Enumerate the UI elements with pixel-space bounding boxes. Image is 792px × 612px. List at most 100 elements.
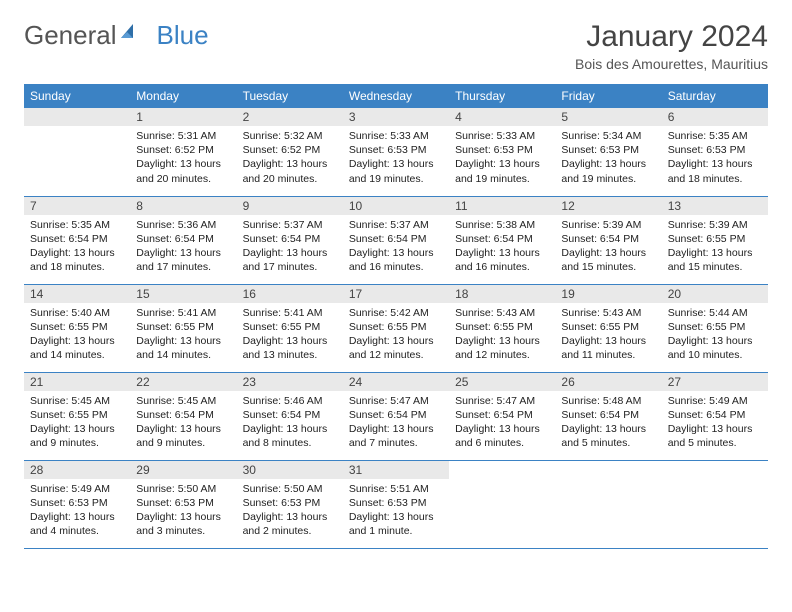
- sunrise-line: Sunrise: 5:40 AM: [30, 306, 124, 320]
- calendar-week-row: 28Sunrise: 5:49 AMSunset: 6:53 PMDayligh…: [24, 460, 768, 548]
- calendar-day-cell: 31Sunrise: 5:51 AMSunset: 6:53 PMDayligh…: [343, 460, 449, 548]
- logo: General Blue: [24, 20, 209, 51]
- sunset-line: Sunset: 6:53 PM: [455, 143, 549, 157]
- sunset-line: Sunset: 6:54 PM: [349, 408, 443, 422]
- daylight-line: Daylight: 13 hours and 15 minutes.: [668, 246, 762, 274]
- sunrise-line: Sunrise: 5:44 AM: [668, 306, 762, 320]
- sunrise-line: Sunrise: 5:35 AM: [30, 218, 124, 232]
- daylight-line: Daylight: 13 hours and 19 minutes.: [455, 157, 549, 185]
- sunset-line: Sunset: 6:55 PM: [30, 408, 124, 422]
- day-content: Sunrise: 5:35 AMSunset: 6:53 PMDaylight:…: [662, 126, 768, 192]
- daylight-line: Daylight: 13 hours and 13 minutes.: [243, 334, 337, 362]
- sunrise-line: Sunrise: 5:49 AM: [668, 394, 762, 408]
- month-title: January 2024: [575, 20, 768, 54]
- calendar-day-cell: 20Sunrise: 5:44 AMSunset: 6:55 PMDayligh…: [662, 284, 768, 372]
- daylight-line: Daylight: 13 hours and 20 minutes.: [243, 157, 337, 185]
- day-number: 7: [24, 197, 130, 215]
- sunset-line: Sunset: 6:55 PM: [136, 320, 230, 334]
- day-content: Sunrise: 5:35 AMSunset: 6:54 PMDaylight:…: [24, 215, 130, 281]
- header: General Blue January 2024 Bois des Amour…: [24, 20, 768, 72]
- sunset-line: Sunset: 6:54 PM: [136, 232, 230, 246]
- day-content: Sunrise: 5:47 AMSunset: 6:54 PMDaylight:…: [449, 391, 555, 457]
- daylight-line: Daylight: 13 hours and 11 minutes.: [561, 334, 655, 362]
- calendar-week-row: 7Sunrise: 5:35 AMSunset: 6:54 PMDaylight…: [24, 196, 768, 284]
- calendar-day-cell: [662, 460, 768, 548]
- day-number: 25: [449, 373, 555, 391]
- sunset-line: Sunset: 6:54 PM: [136, 408, 230, 422]
- day-number: 20: [662, 285, 768, 303]
- day-number: 23: [237, 373, 343, 391]
- location: Bois des Amourettes, Mauritius: [575, 56, 768, 72]
- sunset-line: Sunset: 6:54 PM: [349, 232, 443, 246]
- day-number: 29: [130, 461, 236, 479]
- sunset-line: Sunset: 6:54 PM: [243, 232, 337, 246]
- calendar-week-row: 21Sunrise: 5:45 AMSunset: 6:55 PMDayligh…: [24, 372, 768, 460]
- day-number: 13: [662, 197, 768, 215]
- daylight-line: Daylight: 13 hours and 17 minutes.: [136, 246, 230, 274]
- day-number: 15: [130, 285, 236, 303]
- day-number: 26: [555, 373, 661, 391]
- day-number: 24: [343, 373, 449, 391]
- sunrise-line: Sunrise: 5:41 AM: [136, 306, 230, 320]
- calendar-day-cell: 13Sunrise: 5:39 AMSunset: 6:55 PMDayligh…: [662, 196, 768, 284]
- daylight-line: Daylight: 13 hours and 14 minutes.: [30, 334, 124, 362]
- daylight-line: Daylight: 13 hours and 17 minutes.: [243, 246, 337, 274]
- daylight-line: Daylight: 13 hours and 2 minutes.: [243, 510, 337, 538]
- day-number: 4: [449, 108, 555, 126]
- sunset-line: Sunset: 6:54 PM: [561, 232, 655, 246]
- day-number: 17: [343, 285, 449, 303]
- day-number: 9: [237, 197, 343, 215]
- sunset-line: Sunset: 6:53 PM: [30, 496, 124, 510]
- day-content: Sunrise: 5:39 AMSunset: 6:55 PMDaylight:…: [662, 215, 768, 281]
- sunset-line: Sunset: 6:54 PM: [668, 408, 762, 422]
- day-number: 6: [662, 108, 768, 126]
- day-number: 3: [343, 108, 449, 126]
- day-number: 14: [24, 285, 130, 303]
- sunrise-line: Sunrise: 5:46 AM: [243, 394, 337, 408]
- day-number: 12: [555, 197, 661, 215]
- weekday-header-row: SundayMondayTuesdayWednesdayThursdayFrid…: [24, 84, 768, 108]
- sunrise-line: Sunrise: 5:33 AM: [455, 129, 549, 143]
- calendar-day-cell: 11Sunrise: 5:38 AMSunset: 6:54 PMDayligh…: [449, 196, 555, 284]
- sunrise-line: Sunrise: 5:50 AM: [243, 482, 337, 496]
- daylight-line: Daylight: 13 hours and 5 minutes.: [668, 422, 762, 450]
- sunrise-line: Sunrise: 5:35 AM: [668, 129, 762, 143]
- day-content: Sunrise: 5:49 AMSunset: 6:54 PMDaylight:…: [662, 391, 768, 457]
- sunset-line: Sunset: 6:53 PM: [349, 143, 443, 157]
- sunrise-line: Sunrise: 5:51 AM: [349, 482, 443, 496]
- calendar-day-cell: 18Sunrise: 5:43 AMSunset: 6:55 PMDayligh…: [449, 284, 555, 372]
- sunset-line: Sunset: 6:52 PM: [243, 143, 337, 157]
- daylight-line: Daylight: 13 hours and 18 minutes.: [668, 157, 762, 185]
- day-number: 5: [555, 108, 661, 126]
- calendar-day-cell: 21Sunrise: 5:45 AMSunset: 6:55 PMDayligh…: [24, 372, 130, 460]
- day-number: 21: [24, 373, 130, 391]
- daylight-line: Daylight: 13 hours and 4 minutes.: [30, 510, 124, 538]
- daylight-line: Daylight: 13 hours and 5 minutes.: [561, 422, 655, 450]
- day-content: Sunrise: 5:33 AMSunset: 6:53 PMDaylight:…: [449, 126, 555, 192]
- day-number: 31: [343, 461, 449, 479]
- daylight-line: Daylight: 13 hours and 7 minutes.: [349, 422, 443, 450]
- day-content: Sunrise: 5:51 AMSunset: 6:53 PMDaylight:…: [343, 479, 449, 545]
- sunrise-line: Sunrise: 5:42 AM: [349, 306, 443, 320]
- daylight-line: Daylight: 13 hours and 20 minutes.: [136, 157, 230, 185]
- calendar-day-cell: 16Sunrise: 5:41 AMSunset: 6:55 PMDayligh…: [237, 284, 343, 372]
- calendar-week-row: 14Sunrise: 5:40 AMSunset: 6:55 PMDayligh…: [24, 284, 768, 372]
- sunrise-line: Sunrise: 5:50 AM: [136, 482, 230, 496]
- day-content: Sunrise: 5:37 AMSunset: 6:54 PMDaylight:…: [343, 215, 449, 281]
- daylight-line: Daylight: 13 hours and 19 minutes.: [349, 157, 443, 185]
- sunrise-line: Sunrise: 5:31 AM: [136, 129, 230, 143]
- sunrise-line: Sunrise: 5:47 AM: [455, 394, 549, 408]
- daylight-line: Daylight: 13 hours and 10 minutes.: [668, 334, 762, 362]
- calendar-day-cell: 3 Sunrise: 5:33 AMSunset: 6:53 PMDaylight…: [343, 108, 449, 196]
- sunset-line: Sunset: 6:52 PM: [136, 143, 230, 157]
- day-content: Sunrise: 5:48 AMSunset: 6:54 PMDaylight:…: [555, 391, 661, 457]
- sunrise-line: Sunrise: 5:33 AM: [349, 129, 443, 143]
- calendar-day-cell: 22Sunrise: 5:45 AMSunset: 6:54 PMDayligh…: [130, 372, 236, 460]
- calendar-day-cell: [449, 460, 555, 548]
- day-content: Sunrise: 5:38 AMSunset: 6:54 PMDaylight:…: [449, 215, 555, 281]
- calendar-day-cell: [24, 108, 130, 196]
- sunset-line: Sunset: 6:55 PM: [30, 320, 124, 334]
- day-content: Sunrise: 5:46 AMSunset: 6:54 PMDaylight:…: [237, 391, 343, 457]
- sunset-line: Sunset: 6:54 PM: [455, 408, 549, 422]
- sunrise-line: Sunrise: 5:38 AM: [455, 218, 549, 232]
